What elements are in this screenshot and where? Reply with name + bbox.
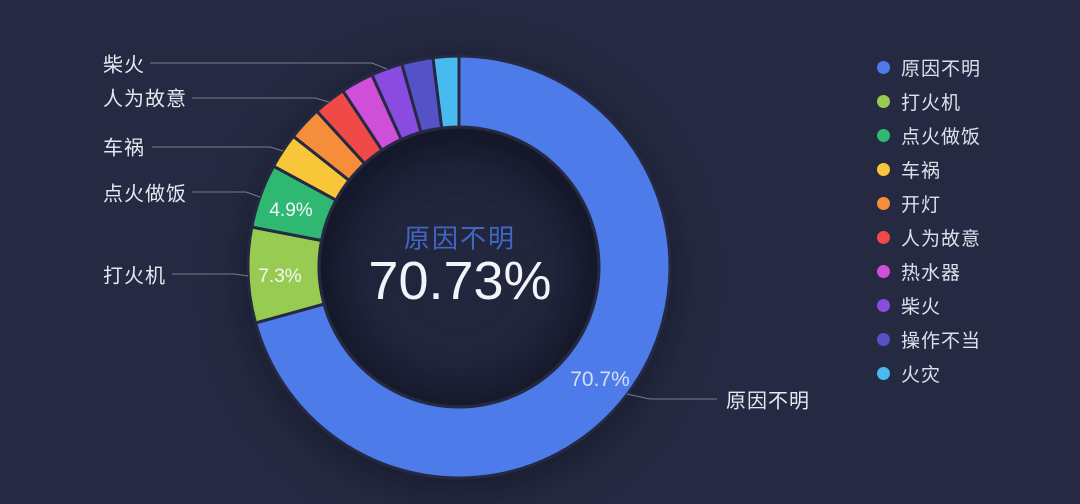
legend-label-chehuo: 车祸 [901,160,942,182]
legend-label-dianhuo-zuofan: 点火做饭 [901,126,982,148]
legend-swatch-caozuo-budang [877,332,890,346]
legend-item-yuanyin-buming[interactable]: 原因不明 [877,50,981,84]
legend-item-chaihuo[interactable]: 柴火 [877,288,981,322]
slice-percent-dianhuo-zuofan: 4.9% [269,200,313,221]
legend-swatch-dahuoji [877,94,890,108]
legend-item-dahuoji[interactable]: 打火机 [877,84,981,118]
legend-label-yuanyin-buming: 原因不明 [901,58,982,80]
label-line-dahuoji [172,273,249,277]
label-line-chaihuo [150,62,388,70]
legend-swatch-kaideng [877,196,890,210]
legend-item-renwei-guyi[interactable]: 人为故意 [877,220,981,254]
legend-label-reshuiqi: 热水器 [901,262,962,284]
label-line-chehuo [152,146,284,152]
callout-label-dahuoji: 打火机 [103,265,166,288]
legend-label-renwei-guyi: 人为故意 [901,228,982,250]
slice-percent-yuanyin-buming: 70.7% [570,368,630,391]
callout-label-chehuo: 车祸 [103,137,145,160]
pie-slice-huozai[interactable] [431,54,461,130]
callout-label-chaihuo: 柴火 [103,54,145,77]
legend-swatch-chaihuo [877,298,890,312]
callout-label-dianhuo-zuofan: 点火做饭 [103,183,187,206]
callout-label-renwei-guyi: 人为故意 [103,88,187,111]
legend-item-reshuiqi[interactable]: 热水器 [877,254,981,288]
legend-label-caozuo-budang: 操作不当 [901,330,982,352]
center-category-label: 原因不明 [403,223,517,254]
legend-swatch-dianhuo-zuofan [877,128,890,142]
donut-hole-shade [321,129,597,405]
callout-label-yuanyin-buming: 原因不明 [726,390,810,413]
slice-percent-dahuoji: 7.3% [258,266,302,287]
legend-swatch-reshuiqi [877,264,890,278]
label-line-yuanyin-buming [626,393,717,400]
legend-swatch-chehuo [877,162,890,176]
center-percent-value: 70.73% [368,251,552,311]
label-lines [150,62,717,400]
legend-label-chaihuo: 柴火 [901,296,942,318]
legend-swatch-yuanyin-buming [877,60,890,74]
legend-item-huozai[interactable]: 火灾 [877,356,981,390]
label-line-renwei-guyi [192,97,330,103]
legend-label-kaideng: 开灯 [901,194,942,216]
label-line-dianhuo-zuofan [192,191,261,198]
legend-item-caozuo-budang[interactable]: 操作不当 [877,322,981,356]
legend-item-chehuo[interactable]: 车祸 [877,152,981,186]
legend-swatch-renwei-guyi [877,230,890,244]
legend-label-dahuoji: 打火机 [901,92,962,114]
legend-swatch-huozai [877,366,890,380]
legend-item-dianhuo-zuofan[interactable]: 点火做饭 [877,118,981,152]
chart-legend: 原因不明打火机点火做饭车祸开灯人为故意热水器柴火操作不当火灾 [877,50,981,390]
pie-slice-yuanyin-buming[interactable] [254,54,672,480]
legend-item-kaideng[interactable]: 开灯 [877,186,981,220]
legend-label-huozai: 火灾 [901,364,942,386]
